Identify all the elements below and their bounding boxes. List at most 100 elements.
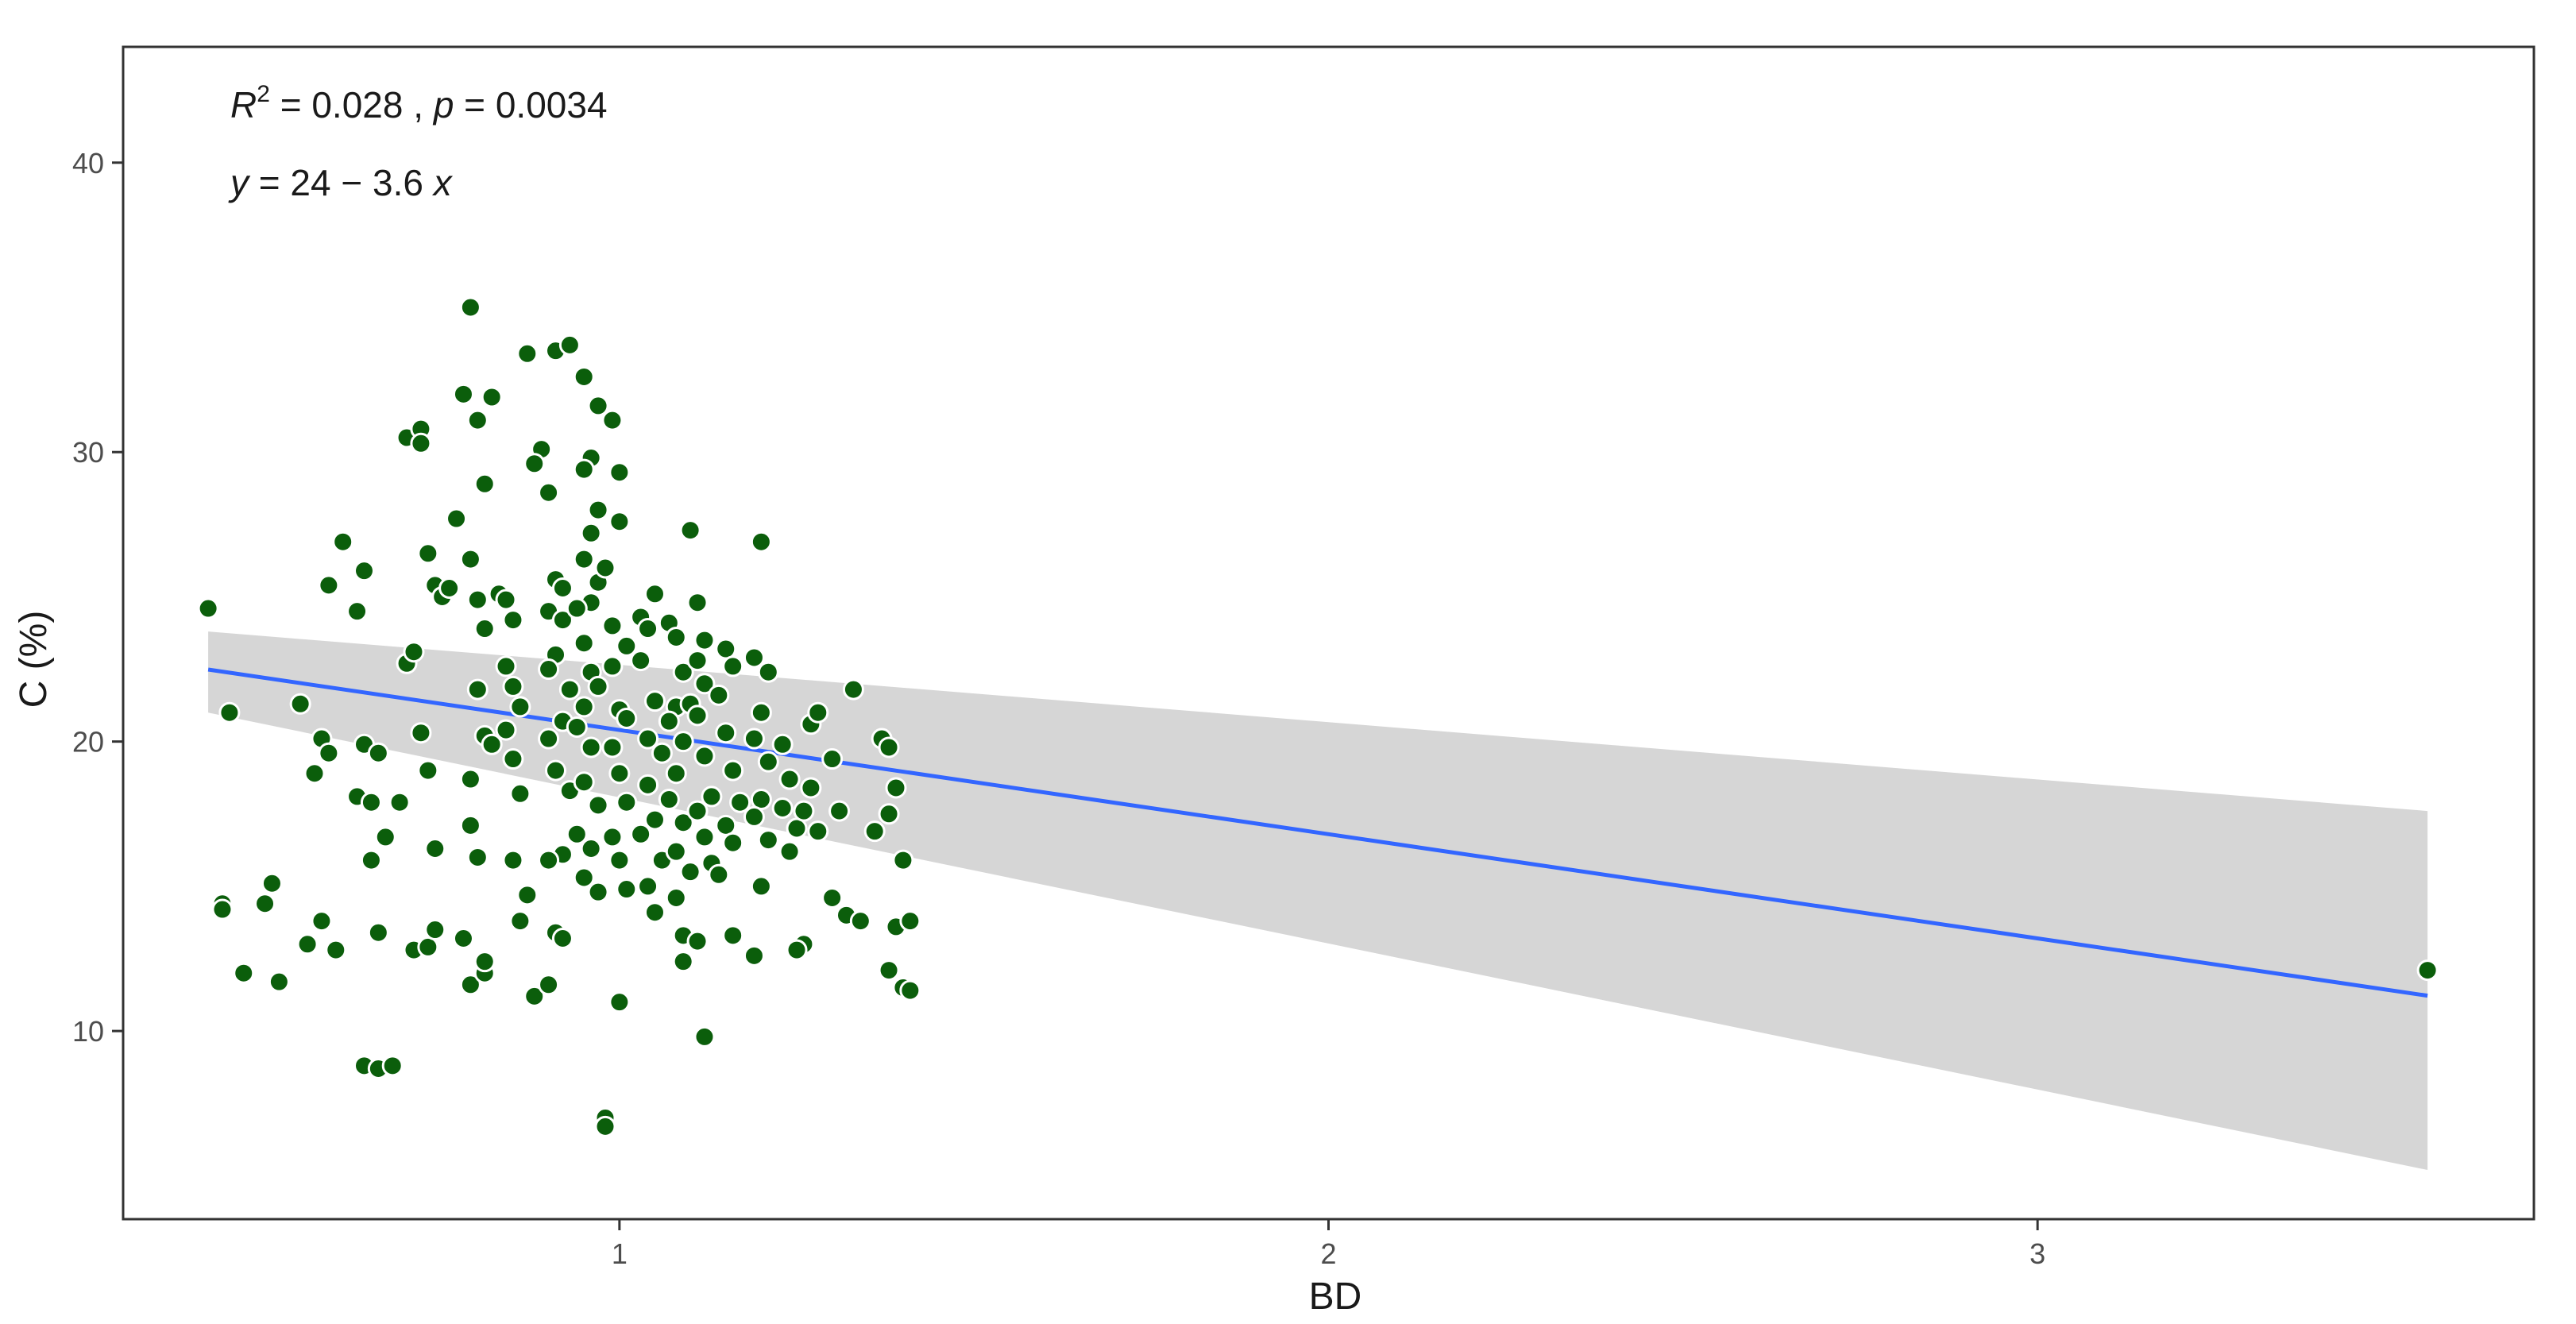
data-point — [403, 641, 425, 663]
p-symbol: p — [432, 84, 454, 125]
data-point — [743, 805, 765, 828]
data-point — [771, 797, 794, 819]
data-point — [594, 557, 616, 579]
data-point — [899, 979, 921, 1002]
data-point — [452, 927, 474, 949]
data-point — [502, 609, 524, 631]
data-point — [233, 962, 255, 984]
data-point — [757, 829, 779, 851]
data-point — [346, 600, 369, 623]
data-point — [786, 939, 808, 961]
data-point — [573, 548, 595, 570]
data-point — [608, 849, 631, 871]
data-point — [757, 751, 779, 773]
data-point — [637, 728, 659, 750]
data-point — [459, 814, 481, 836]
data-point — [566, 716, 588, 738]
data-point — [538, 728, 560, 750]
data-point — [410, 432, 432, 454]
data-point — [466, 589, 489, 611]
x-axis: 1 2 3 — [612, 1219, 2045, 1270]
data-point — [558, 334, 581, 356]
data-point — [580, 838, 602, 860]
equation-x-var: x — [432, 162, 454, 203]
data-point — [261, 872, 283, 894]
data-point — [750, 701, 772, 724]
data-point — [318, 742, 340, 764]
data-point — [587, 499, 609, 521]
data-point — [509, 910, 531, 932]
data-point — [303, 762, 326, 785]
data-point — [708, 863, 730, 886]
stats-annotation: R2 = 0.028 , p = 0.0034 — [230, 81, 608, 125]
data-point — [672, 661, 694, 683]
data-point — [417, 542, 439, 565]
data-point — [778, 768, 801, 790]
data-point — [651, 742, 673, 764]
data-point — [573, 771, 595, 793]
data-point — [594, 1115, 616, 1137]
data-point — [538, 481, 560, 504]
data-point — [630, 823, 652, 845]
data-point — [459, 768, 481, 790]
data-point — [318, 574, 340, 596]
data-point — [643, 583, 666, 605]
data-point — [715, 722, 737, 744]
data-point — [616, 708, 638, 730]
data-point — [374, 826, 396, 848]
data-point — [573, 696, 595, 718]
data-point — [616, 791, 638, 813]
data-point — [750, 875, 772, 897]
data-point — [509, 782, 531, 805]
data-point — [466, 409, 489, 431]
data-point — [558, 678, 581, 701]
data-point — [637, 618, 659, 640]
data-point — [757, 661, 779, 683]
data-point — [608, 461, 631, 484]
data-point — [601, 655, 624, 677]
data-point — [686, 650, 709, 672]
data-point — [197, 597, 219, 620]
data-point — [807, 701, 829, 724]
data-point — [446, 508, 468, 530]
data-point — [643, 690, 666, 712]
data-point — [679, 861, 701, 883]
data-point — [722, 924, 744, 947]
data-point — [722, 655, 744, 677]
x-tick-label: 2 — [1320, 1237, 1336, 1270]
data-point — [516, 342, 539, 365]
data-point — [538, 658, 560, 681]
data-point — [601, 736, 624, 759]
data-point — [807, 820, 829, 843]
data-point — [729, 791, 751, 813]
data-point — [849, 910, 871, 932]
data-point — [878, 803, 900, 825]
data-point — [551, 577, 574, 600]
data-point — [771, 733, 794, 755]
data-point — [722, 759, 744, 782]
data-point — [495, 719, 517, 741]
data-point — [573, 365, 595, 388]
data-point — [793, 800, 815, 822]
data-point — [878, 959, 900, 982]
data-point — [289, 693, 311, 715]
data-point — [743, 647, 765, 669]
data-point — [254, 893, 276, 915]
data-point — [665, 626, 687, 648]
data-point — [580, 522, 602, 544]
data-points-layer — [197, 296, 2439, 1137]
data-point — [424, 838, 446, 860]
data-point — [551, 609, 574, 631]
data-point — [686, 592, 709, 614]
data-point — [608, 511, 631, 533]
data-point — [523, 985, 546, 1007]
data-point — [693, 1025, 716, 1048]
data-point — [643, 901, 666, 924]
data-point — [665, 762, 687, 785]
y-tick-label: 30 — [72, 436, 104, 469]
data-point — [601, 826, 624, 848]
data-point — [686, 704, 709, 727]
data-point — [842, 678, 864, 701]
data-point — [459, 296, 481, 318]
